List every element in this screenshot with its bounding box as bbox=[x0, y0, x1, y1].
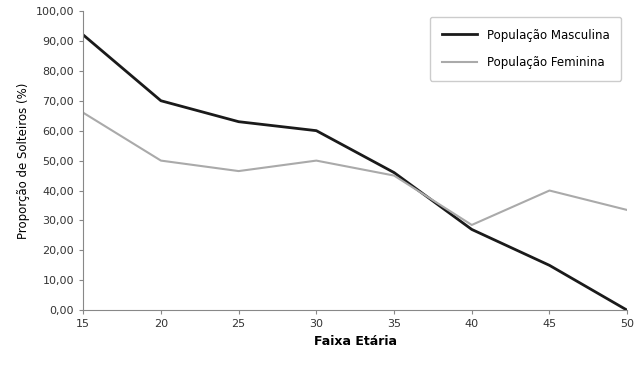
População Feminina bbox=[390, 173, 398, 178]
Legend: População Masculina, População Feminina: População Masculina, População Feminina bbox=[430, 17, 621, 81]
População Feminina bbox=[312, 158, 320, 163]
População Feminina bbox=[546, 188, 554, 193]
População Feminina bbox=[623, 208, 631, 212]
População Masculina bbox=[79, 33, 87, 37]
Line: População Feminina: População Feminina bbox=[83, 113, 627, 225]
População Masculina bbox=[623, 308, 631, 312]
População Feminina bbox=[79, 111, 87, 115]
Y-axis label: Proporção de Solteiros (%): Proporção de Solteiros (%) bbox=[17, 82, 30, 239]
População Masculina bbox=[468, 227, 476, 232]
Line: População Masculina: População Masculina bbox=[83, 35, 627, 310]
População Masculina bbox=[312, 128, 320, 133]
População Feminina bbox=[157, 158, 164, 163]
X-axis label: Faixa Etária: Faixa Etária bbox=[314, 335, 397, 348]
População Feminina bbox=[235, 169, 243, 173]
População Feminina bbox=[468, 223, 476, 227]
População Masculina bbox=[546, 263, 554, 268]
População Masculina bbox=[390, 170, 398, 175]
População Masculina bbox=[157, 99, 164, 103]
População Masculina bbox=[235, 119, 243, 124]
